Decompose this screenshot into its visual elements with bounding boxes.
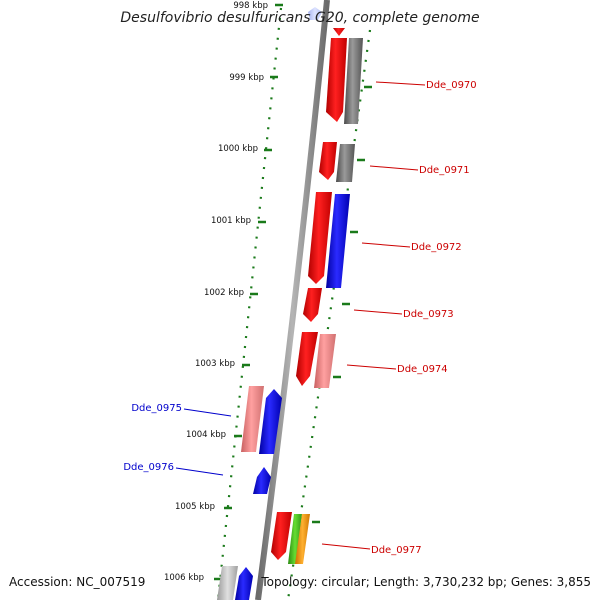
genome-backbone bbox=[255, 0, 330, 600]
leader-line bbox=[183, 408, 232, 417]
tick-labels: 998 kbp 999 kbp 1000 kbp 1001 kbp 1002 k… bbox=[164, 1, 268, 583]
tick-label: 1002 kbp bbox=[204, 288, 244, 298]
scale-ticks bbox=[214, 3, 372, 581]
gene-label-dde-0976[interactable]: Dde_0976 bbox=[123, 462, 174, 473]
tick-label: 1005 kbp bbox=[175, 502, 215, 512]
gene-label-dde-0975[interactable]: Dde_0975 bbox=[131, 403, 182, 414]
tick-label: 1000 kbp bbox=[218, 144, 258, 154]
tick-label: 1001 kbp bbox=[211, 216, 251, 226]
leader-line bbox=[353, 309, 403, 315]
gene-arrow[interactable] bbox=[333, 28, 345, 36]
gene-arrow[interactable] bbox=[336, 144, 355, 182]
accession-text: Accession: NC_007519 bbox=[9, 575, 146, 589]
gene-arrow[interactable] bbox=[344, 38, 363, 124]
leader-line bbox=[346, 364, 397, 370]
tick-label: 998 kbp bbox=[233, 1, 268, 11]
gene-label-dde-0977[interactable]: Dde_0977 bbox=[371, 545, 422, 556]
gene-labels: Dde_0970 Dde_0971 Dde_0972 Dde_0973 Dde_… bbox=[123, 80, 476, 556]
gene-arrows bbox=[217, 7, 363, 600]
outer-dotted-rings bbox=[216, 7, 372, 600]
gene-label-dde-0970[interactable]: Dde_0970 bbox=[426, 80, 477, 91]
left-dotted-ring bbox=[216, 7, 283, 600]
gene-arrow[interactable] bbox=[308, 7, 322, 20]
genome-summary-text: Topology: circular; Length: 3,730,232 bp… bbox=[261, 575, 591, 589]
right-dotted-ring bbox=[286, 29, 372, 600]
gene-arrow[interactable] bbox=[326, 194, 350, 288]
genome-title: Desulfovibrio desulfuricans G20, complet… bbox=[120, 10, 480, 26]
gene-label-dde-0971[interactable]: Dde_0971 bbox=[419, 165, 470, 176]
label-leaders bbox=[175, 81, 426, 550]
gene-label-dde-0974[interactable]: Dde_0974 bbox=[397, 364, 448, 375]
gene-arrow[interactable] bbox=[296, 332, 318, 386]
gene-arrow[interactable] bbox=[235, 567, 253, 600]
leader-line bbox=[369, 165, 419, 171]
leader-line bbox=[175, 467, 224, 476]
leader-line bbox=[321, 543, 371, 550]
gene-arrow[interactable] bbox=[241, 386, 264, 452]
gene-label-dde-0973[interactable]: Dde_0973 bbox=[403, 309, 454, 320]
gene-arrow[interactable] bbox=[303, 288, 322, 322]
gene-arrow[interactable] bbox=[319, 142, 337, 180]
gene-arrow[interactable] bbox=[308, 192, 332, 284]
tick-label: 1003 kbp bbox=[195, 359, 235, 369]
leader-line bbox=[375, 81, 426, 86]
tick-label: 1006 kbp bbox=[164, 573, 204, 583]
gene-arrow[interactable] bbox=[295, 514, 310, 564]
gene-arrow[interactable] bbox=[217, 566, 238, 600]
tick-label: 1004 kbp bbox=[186, 430, 226, 440]
gene-label-dde-0972[interactable]: Dde_0972 bbox=[411, 242, 462, 253]
gene-arrow[interactable] bbox=[326, 38, 347, 122]
gene-arrow[interactable] bbox=[259, 389, 282, 454]
gene-arrow[interactable] bbox=[314, 334, 336, 388]
leader-line bbox=[361, 242, 411, 248]
gene-arrow[interactable] bbox=[253, 467, 271, 494]
gene-arrow[interactable] bbox=[271, 512, 292, 560]
gene-arrow[interactable] bbox=[288, 514, 302, 564]
tick-label: 999 kbp bbox=[229, 73, 264, 83]
